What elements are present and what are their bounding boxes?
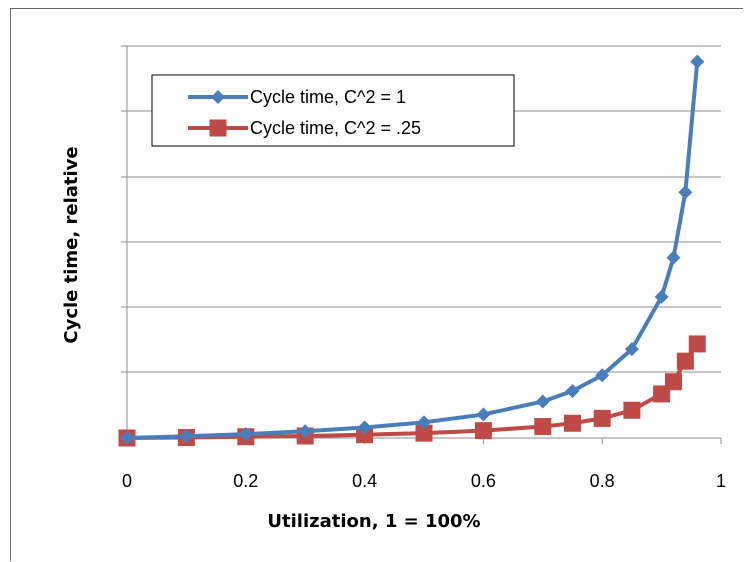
data-point-square xyxy=(688,335,706,353)
data-point-square xyxy=(209,119,227,137)
data-point-diamond xyxy=(179,429,194,444)
series-1 xyxy=(120,54,705,445)
x-tick-labels: 0 0.2 0.4 0.6 0.8 1 xyxy=(122,471,726,491)
data-point-square xyxy=(676,352,694,370)
data-point-diamond xyxy=(120,431,134,445)
x-tick-label: 0.6 xyxy=(471,471,496,491)
data-point-diamond xyxy=(624,342,639,357)
x-tick-label: 0.8 xyxy=(590,471,615,491)
legend-item: Cycle time, C^2 = .25 xyxy=(188,118,421,138)
data-point-diamond xyxy=(476,407,491,422)
data-point-diamond xyxy=(678,185,693,200)
data-point-square xyxy=(623,401,641,419)
legend-label: Cycle time, C^2 = 1 xyxy=(250,87,406,107)
data-point-square xyxy=(593,409,611,427)
data-point-square xyxy=(664,373,682,391)
x-tick-label: 0 xyxy=(122,471,132,491)
data-point-diamond xyxy=(654,289,669,304)
data-point-square xyxy=(415,424,433,442)
data-point-diamond xyxy=(357,420,372,435)
x-tick-label: 0.2 xyxy=(233,471,258,491)
data-point-square xyxy=(474,422,492,440)
data-point-square xyxy=(356,426,374,444)
data-point-diamond xyxy=(238,427,253,442)
data-point-square xyxy=(564,414,581,432)
data-point-diamond xyxy=(535,394,550,409)
legend-label: Cycle time, C^2 = .25 xyxy=(250,118,421,138)
legend-item: Cycle time, C^2 = 1 xyxy=(188,87,406,107)
x-tick-label: 1 xyxy=(716,471,726,491)
data-point-square xyxy=(534,418,552,436)
data-point-diamond xyxy=(298,424,313,439)
series-2 xyxy=(118,335,706,447)
series-lines xyxy=(118,54,706,447)
y-axis-title: Cycle time, relative xyxy=(61,146,82,343)
x-tick-label: 0.4 xyxy=(352,471,377,491)
x-axis-title: Utilization, 1 = 100% xyxy=(267,511,480,532)
legend: Cycle time, C^2 = 1 Cycle time, C^2 = .25 xyxy=(151,74,515,147)
data-point-diamond xyxy=(666,250,681,265)
data-point-diamond xyxy=(565,383,580,398)
data-point-diamond xyxy=(595,368,610,383)
data-point-diamond xyxy=(417,415,431,430)
data-point-diamond xyxy=(690,54,705,69)
data-point-diamond xyxy=(211,90,225,104)
